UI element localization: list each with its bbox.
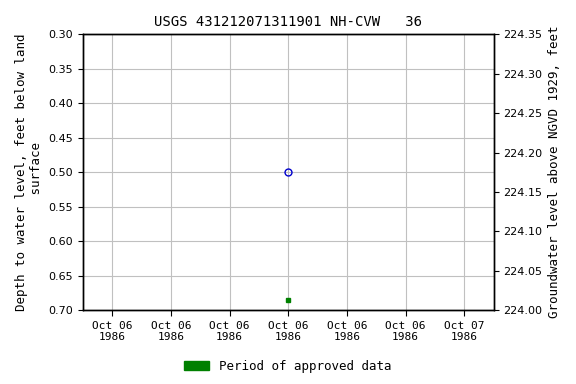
Title: USGS 431212071311901 NH-CVW   36: USGS 431212071311901 NH-CVW 36 [154,15,422,29]
Y-axis label: Groundwater level above NGVD 1929, feet: Groundwater level above NGVD 1929, feet [548,26,561,318]
Legend: Period of approved data: Period of approved data [179,355,397,378]
Y-axis label: Depth to water level, feet below land
 surface: Depth to water level, feet below land su… [15,33,43,311]
